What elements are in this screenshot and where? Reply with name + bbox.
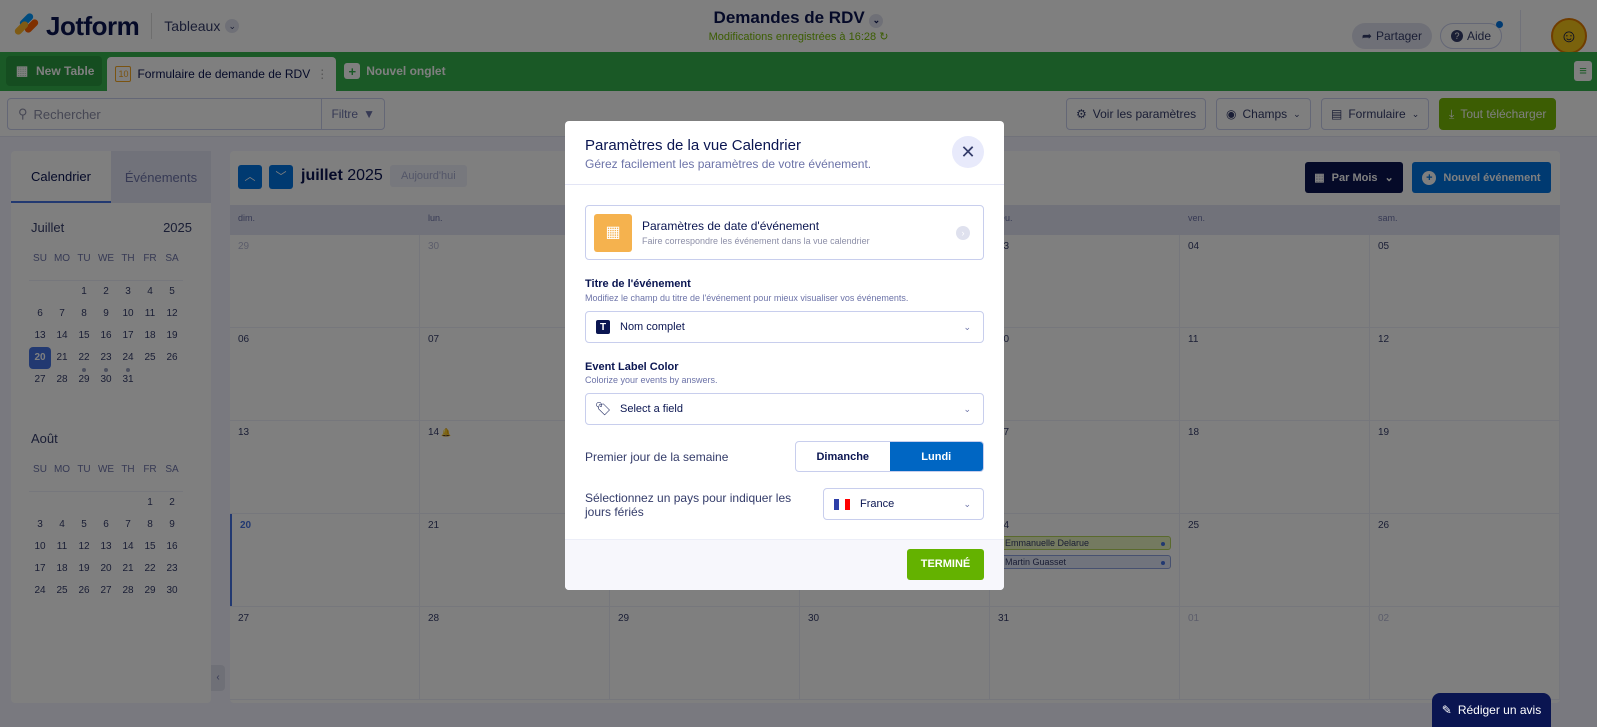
chevron-right-icon: › [956,226,970,240]
france-flag-icon [834,497,850,511]
first-day-label: Premier jour de la semaine [585,450,729,464]
close-icon[interactable]: ✕ [952,136,984,168]
select-value: Select a field [620,403,683,415]
tag-icon: 🏷 [594,401,612,416]
card-title: Paramètres de date d'événement [642,219,820,233]
button-label: Rédiger un avis [1457,703,1542,717]
modal-subtitle: Gérez facilement les paramètres de votre… [585,157,872,171]
chevron-down-icon: ⌄ [963,321,971,332]
label-color-select[interactable]: 🏷 Select a field ⌄ [585,393,984,425]
text-field-icon: T [596,320,610,334]
country-label: Sélectionnez un pays pour indiquer les j… [585,491,792,519]
modal-footer: TERMINÉ [565,539,1004,590]
calendar-icon: ▦ [594,213,632,252]
option-sunday[interactable]: Dimanche [816,450,870,463]
first-day-toggle: Dimanche Lundi [795,441,984,472]
review-icon: ✎ [1441,703,1452,717]
label-color-label: Event Label Color [585,361,679,373]
card-subtitle: Faire correspondre les événement dans la… [642,236,870,246]
done-button[interactable]: TERMINÉ [907,549,984,580]
chevron-down-icon: ⌄ [963,498,971,509]
select-value: France [860,498,895,510]
calendar-settings-modal: Paramètres de la vue Calendrier Gérez fa… [565,121,1004,590]
event-date-settings-card[interactable]: ▦ Paramètres de date d'événement Faire co… [585,205,984,260]
event-title-help: Modifiez le champ du titre de l'événemen… [585,293,909,303]
modal-title: Paramètres de la vue Calendrier [585,137,801,154]
write-review-button[interactable]: ✎ Rédiger un avis [1432,693,1551,727]
option-monday[interactable]: Lundi [889,442,983,471]
country-select[interactable]: France ⌄ [823,488,984,520]
chevron-down-icon: ⌄ [963,403,971,414]
label-color-help: Colorize your events by answers. [585,375,718,385]
event-title-select[interactable]: T Nom complet ⌄ [585,311,984,343]
event-title-label: Titre de l'événement [585,278,691,290]
select-value: Nom complet [620,321,685,333]
